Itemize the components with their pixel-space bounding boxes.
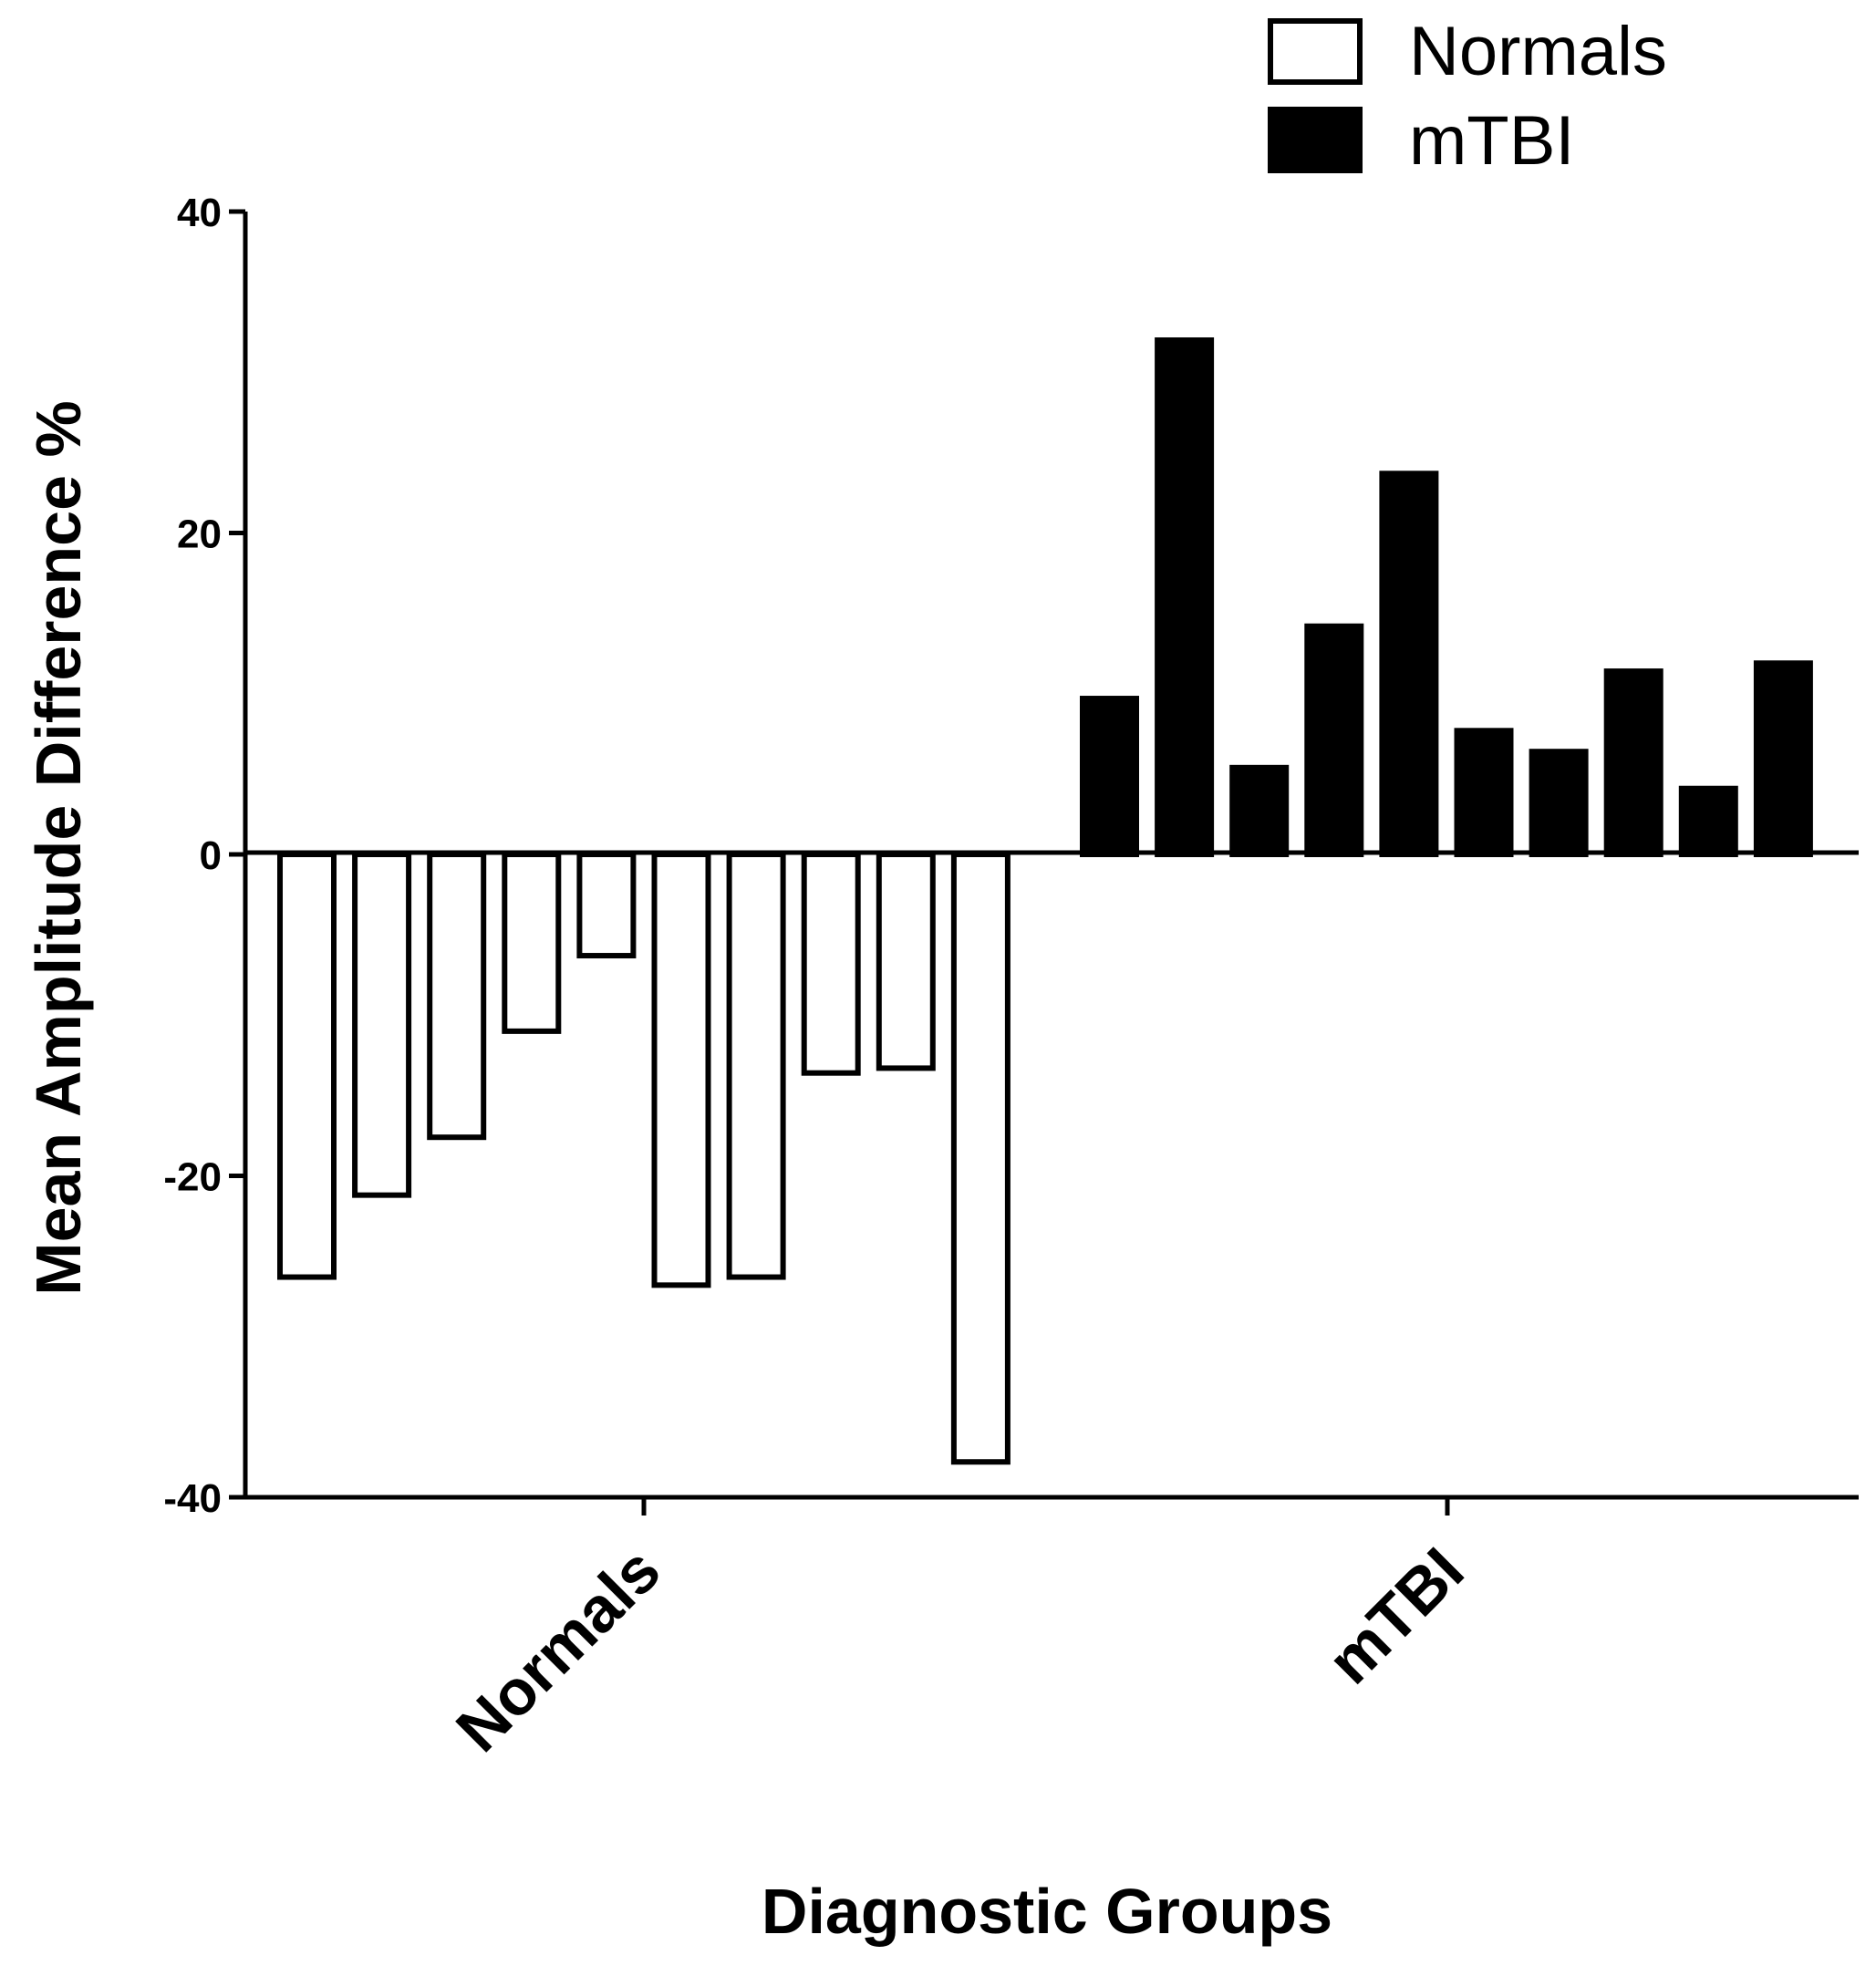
axes <box>243 212 1859 1500</box>
bar-normals-9 <box>876 852 936 1071</box>
legend-swatch-normals <box>1268 18 1363 85</box>
bar-normals-8 <box>801 852 861 1076</box>
y-axis-title: Mean Amplitude Difference % <box>23 400 94 1295</box>
bar-normals-10 <box>950 852 1011 1465</box>
y-tick-label-1: 20 <box>177 512 222 557</box>
bar-normals-6 <box>651 852 711 1288</box>
x-tick-label-normals: Normals <box>442 1534 673 1764</box>
y-tick-label-3: -20 <box>163 1155 222 1200</box>
bar-mtbi-10 <box>1753 660 1813 858</box>
x-tick-label-mtbi: mTBI <box>1314 1534 1477 1697</box>
bar-mtbi-1 <box>1080 696 1139 857</box>
bar-mtbi-8 <box>1603 668 1664 858</box>
bar-mtbi-7 <box>1529 749 1589 858</box>
bar-mtbi-9 <box>1678 785 1738 857</box>
bar-normals-3 <box>427 852 487 1141</box>
y-ticks: 40 20 0 -20 -40 <box>163 191 245 1521</box>
bar-mtbi-5 <box>1379 471 1439 857</box>
bar-normals-5 <box>576 852 637 959</box>
y-tick-label-2: 0 <box>200 833 222 878</box>
x-axis-title: Diagnostic Groups <box>762 1876 1332 1947</box>
bar-mtbi-4 <box>1304 623 1364 857</box>
bar-mtbi-3 <box>1229 764 1290 858</box>
bar-mtbi-2 <box>1155 337 1215 857</box>
bar-normals-7 <box>726 852 786 1280</box>
legend-label-normals: Normals <box>1409 13 1667 90</box>
bar-normals-1 <box>277 852 337 1280</box>
bars <box>277 337 1813 1465</box>
y-tick-label-4: -40 <box>163 1476 222 1521</box>
legend: Normals mTBI <box>1268 13 1667 180</box>
x-ticks: Normals mTBI <box>442 1497 1477 1765</box>
bar-mtbi-6 <box>1454 728 1514 857</box>
legend-label-mtbi: mTBI <box>1409 102 1575 180</box>
bar-normals-4 <box>502 852 562 1034</box>
legend-swatch-mtbi <box>1268 107 1363 173</box>
bar-normals-2 <box>352 852 412 1198</box>
y-tick-label-0: 40 <box>177 191 222 235</box>
